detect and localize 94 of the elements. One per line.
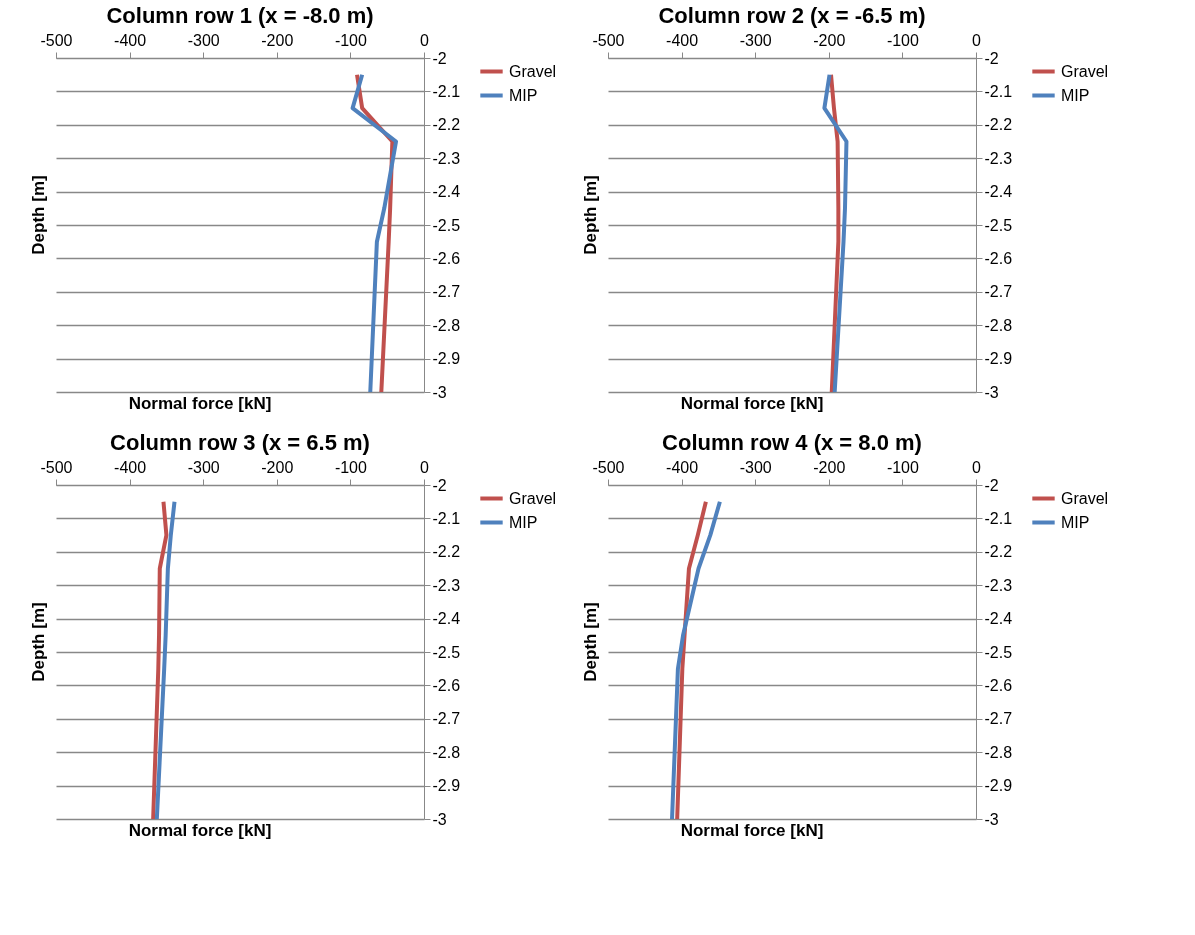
y-tick-label: -2.7 (432, 710, 461, 728)
y-tick-label: -2.2 (432, 116, 461, 134)
y-tick-label: -2.6 (432, 249, 461, 267)
x-tick-label: 0 (420, 458, 430, 476)
line-series (670, 499, 722, 821)
line-series (154, 499, 177, 821)
x-tick-label: -300 (739, 458, 772, 476)
y-tick-label: -2.6 (432, 676, 461, 694)
x-tick-label: -400 (114, 31, 147, 49)
legend-label: Gravel (1061, 489, 1109, 507)
y-tick-label: -2 (432, 476, 447, 494)
x-tick-label: -200 (261, 458, 294, 476)
y-tick-label: -3 (432, 810, 447, 828)
y-tick-label: -2.6 (984, 249, 1013, 267)
legend-label: Gravel (1061, 62, 1109, 80)
y-axis-title: Depth [m] (29, 602, 48, 682)
x-axis-title: Normal force [kN] (680, 821, 824, 840)
x-tick-label: 0 (972, 31, 982, 49)
x-axis-title: Normal force [kN] (128, 821, 272, 840)
y-tick-label: -2.4 (432, 610, 461, 628)
x-tick-label: -100 (334, 31, 368, 49)
line-series (822, 72, 849, 394)
x-tick-label: -300 (187, 31, 220, 49)
y-tick-label: -2.8 (432, 743, 461, 761)
y-tick-label: -2.9 (984, 777, 1013, 795)
x-tick-label: -300 (739, 31, 772, 49)
x-axis-title: Normal force [kN] (680, 394, 824, 413)
y-tick-label: -2.2 (984, 116, 1013, 134)
y-tick-label: -2.5 (984, 643, 1013, 661)
x-tick-label: -100 (886, 458, 920, 476)
x-tick-label: -200 (813, 458, 846, 476)
y-tick-label: -2.1 (984, 509, 1013, 527)
x-tick-label: -500 (592, 31, 625, 49)
x-tick-label: -100 (886, 31, 920, 49)
y-tick-label: -2.2 (984, 543, 1013, 561)
y-tick-label: -2.1 (432, 509, 461, 527)
y-axis-title: Depth [m] (581, 602, 600, 682)
y-tick-label: -2.8 (984, 743, 1013, 761)
legend-label: MIP (1061, 86, 1090, 104)
y-tick-label: -2 (984, 49, 999, 67)
y-tick-label: -2.7 (984, 283, 1013, 301)
x-tick-label: -100 (334, 458, 368, 476)
y-tick-label: -2.6 (984, 676, 1013, 694)
legend-label: MIP (1061, 513, 1090, 531)
y-tick-label: -2.3 (984, 576, 1013, 594)
legend-label: MIP (509, 513, 538, 531)
chart-title: Column row 3 (x = 6.5 m) (110, 430, 370, 455)
y-tick-label: -2.9 (984, 350, 1013, 368)
y-tick-label: -2.9 (432, 777, 461, 795)
chart-title: Column row 4 (x = 8.0 m) (662, 430, 922, 455)
y-tick-label: -2.3 (432, 576, 461, 594)
x-tick-label: -400 (666, 458, 699, 476)
y-axis-title: Depth [m] (581, 175, 600, 255)
x-tick-label: -500 (40, 458, 73, 476)
y-tick-label: -2.5 (432, 216, 461, 234)
line-series (675, 499, 708, 821)
x-tick-label: 0 (972, 458, 982, 476)
y-tick-label: -2.1 (432, 82, 461, 100)
y-tick-label: -3 (984, 383, 999, 401)
x-tick-label: -400 (666, 31, 699, 49)
y-tick-label: -2 (984, 476, 999, 494)
x-tick-label: -200 (261, 31, 294, 49)
y-tick-label: -2.3 (432, 149, 461, 167)
x-axis-title: Normal force [kN] (128, 394, 272, 413)
y-tick-label: -2.4 (984, 610, 1013, 628)
x-tick-label: 0 (420, 31, 430, 49)
y-tick-label: -2.4 (432, 183, 461, 201)
y-axis-title: Depth [m] (29, 175, 48, 255)
y-tick-label: -2 (432, 49, 447, 67)
y-tick-label: -2.9 (432, 350, 461, 368)
y-tick-label: -2.7 (984, 710, 1013, 728)
y-tick-label: -2.5 (984, 216, 1013, 234)
y-tick-label: -3 (432, 383, 447, 401)
x-tick-label: -400 (114, 458, 147, 476)
x-tick-label: -500 (592, 458, 625, 476)
y-tick-label: -2.8 (432, 316, 461, 334)
line-series (829, 72, 841, 394)
x-tick-label: -500 (40, 31, 73, 49)
legend-label: Gravel (509, 62, 557, 80)
chart-title: Column row 1 (x = -8.0 m) (106, 3, 374, 28)
y-tick-label: -3 (984, 810, 999, 828)
y-tick-label: -2.4 (984, 183, 1013, 201)
chart-title: Column row 2 (x = -6.5 m) (658, 3, 926, 28)
legend-label: Gravel (509, 489, 557, 507)
legend-label: MIP (509, 86, 538, 104)
y-tick-label: -2.5 (432, 643, 461, 661)
y-tick-label: -2.1 (984, 82, 1013, 100)
y-tick-label: -2.8 (984, 316, 1013, 334)
line-series (151, 499, 169, 821)
y-tick-label: -2.2 (432, 543, 461, 561)
y-tick-label: -2.7 (432, 283, 461, 301)
x-tick-label: -300 (187, 458, 220, 476)
y-tick-label: -2.3 (984, 149, 1013, 167)
x-tick-label: -200 (813, 31, 846, 49)
